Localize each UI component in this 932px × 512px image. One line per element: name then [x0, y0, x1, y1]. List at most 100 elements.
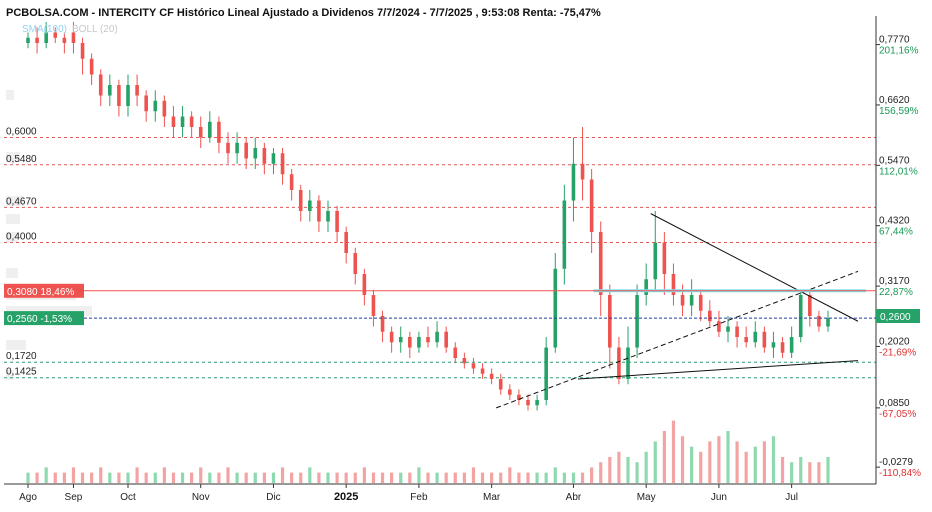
candle-body — [226, 142, 230, 154]
candle-body — [108, 85, 112, 96]
candle-body — [208, 121, 212, 138]
candle-body — [644, 279, 648, 295]
volume-bar — [362, 467, 366, 483]
candle-body — [544, 347, 548, 400]
percent-tick-label: 22,87% — [879, 287, 913, 298]
volume-bar — [790, 462, 794, 483]
time-tick-label: Oct — [120, 492, 136, 503]
percent-tick-label: 201,16% — [879, 46, 919, 57]
candle-body — [180, 116, 185, 127]
volume-bar — [608, 457, 612, 483]
volume-bar — [244, 472, 248, 483]
candle-body — [580, 163, 585, 180]
candle-body — [653, 242, 658, 280]
candle-body — [389, 331, 394, 343]
candle-body — [62, 37, 67, 43]
candle-body — [198, 127, 203, 138]
volume-bar — [380, 472, 385, 483]
percent-tick-label: 112,01% — [879, 166, 918, 177]
candle-body — [380, 316, 385, 332]
candle-body — [298, 190, 303, 211]
candle-body — [598, 232, 603, 295]
volume-bar — [344, 472, 348, 483]
volume-bar — [753, 446, 757, 483]
price-tick-label: 0,0850 — [879, 398, 910, 409]
candle-body — [235, 142, 239, 154]
percent-tick-label: 67,44% — [879, 227, 913, 238]
percent-tick-label: -67,05% — [879, 409, 916, 420]
time-tick-label: Ago — [19, 492, 37, 503]
price-tick-label: 0,2020 — [879, 336, 910, 347]
level-label: 0,4000 — [6, 232, 37, 243]
candle-body — [44, 32, 48, 43]
trendline — [650, 213, 859, 322]
volume-profile-bar — [6, 340, 26, 350]
volume-profile-bar — [6, 152, 20, 162]
volume-bar — [635, 462, 639, 483]
candle-body — [817, 316, 821, 327]
candle-body — [617, 347, 621, 379]
level-label: 0,1720 — [6, 351, 37, 362]
candle-body — [808, 295, 812, 316]
candle-body — [626, 347, 630, 379]
volume-bar — [535, 472, 539, 483]
candle-body — [735, 326, 739, 337]
candle-body — [508, 389, 512, 395]
candle-body — [35, 37, 39, 43]
candle-body — [144, 95, 148, 112]
candle-body — [571, 163, 576, 201]
candle-body — [271, 153, 276, 164]
volume-bar — [644, 451, 648, 483]
tag-layer: 0,3080 18,46% 0,2560 -1,53% 0,2600 — [4, 283, 920, 326]
candle-body — [589, 179, 594, 232]
volume-bar — [462, 472, 466, 483]
price-tick-label: 0,6620 — [879, 95, 910, 106]
volume-bar — [399, 472, 403, 483]
axis-layer: 0,7770201,16%0,6620156,59%0,5470112,01%0… — [4, 16, 921, 503]
candle-body — [408, 337, 412, 348]
volume-bar — [390, 472, 394, 483]
candle-layer — [26, 22, 830, 411]
volume-bar — [580, 472, 585, 483]
candle-body — [308, 200, 312, 211]
candle-body — [471, 363, 476, 369]
candle-body — [480, 368, 485, 374]
candle-body — [135, 85, 139, 96]
candle-body — [335, 211, 339, 232]
price-tick-label: 0,4320 — [879, 216, 910, 227]
volume-bar — [744, 451, 748, 483]
candle-body — [753, 331, 758, 343]
candle-body — [689, 295, 694, 306]
candle-body — [98, 74, 103, 96]
candle-body — [398, 337, 403, 343]
volume-bar — [426, 472, 430, 483]
candle-body — [371, 295, 376, 316]
candle-body — [780, 342, 785, 353]
volume-bar — [253, 472, 257, 483]
candle-body — [562, 200, 567, 269]
percent-tick-label: 156,59% — [879, 106, 919, 117]
candle-body — [435, 331, 439, 343]
time-tick-label: Feb — [410, 492, 428, 503]
candle-body — [553, 268, 558, 348]
candle-body — [117, 85, 121, 106]
volume-bar — [71, 467, 76, 483]
volume-bar — [117, 472, 121, 483]
volume-bar — [717, 436, 721, 483]
volume-bar — [562, 472, 566, 483]
volume-bar — [499, 472, 503, 483]
volume-bar — [26, 472, 30, 483]
volume-bar — [271, 472, 276, 483]
volume-bar — [353, 472, 357, 483]
volume-bar — [480, 472, 485, 483]
level-label: 0,4670 — [6, 196, 37, 207]
time-tick-label: Mar — [483, 492, 501, 503]
volume-bar — [153, 472, 157, 483]
volume-bar — [44, 467, 48, 483]
volume-bar — [590, 467, 594, 483]
volume-bar — [780, 457, 785, 483]
last-price-label: 0,2600 — [880, 312, 911, 323]
volume-bar — [690, 446, 694, 483]
